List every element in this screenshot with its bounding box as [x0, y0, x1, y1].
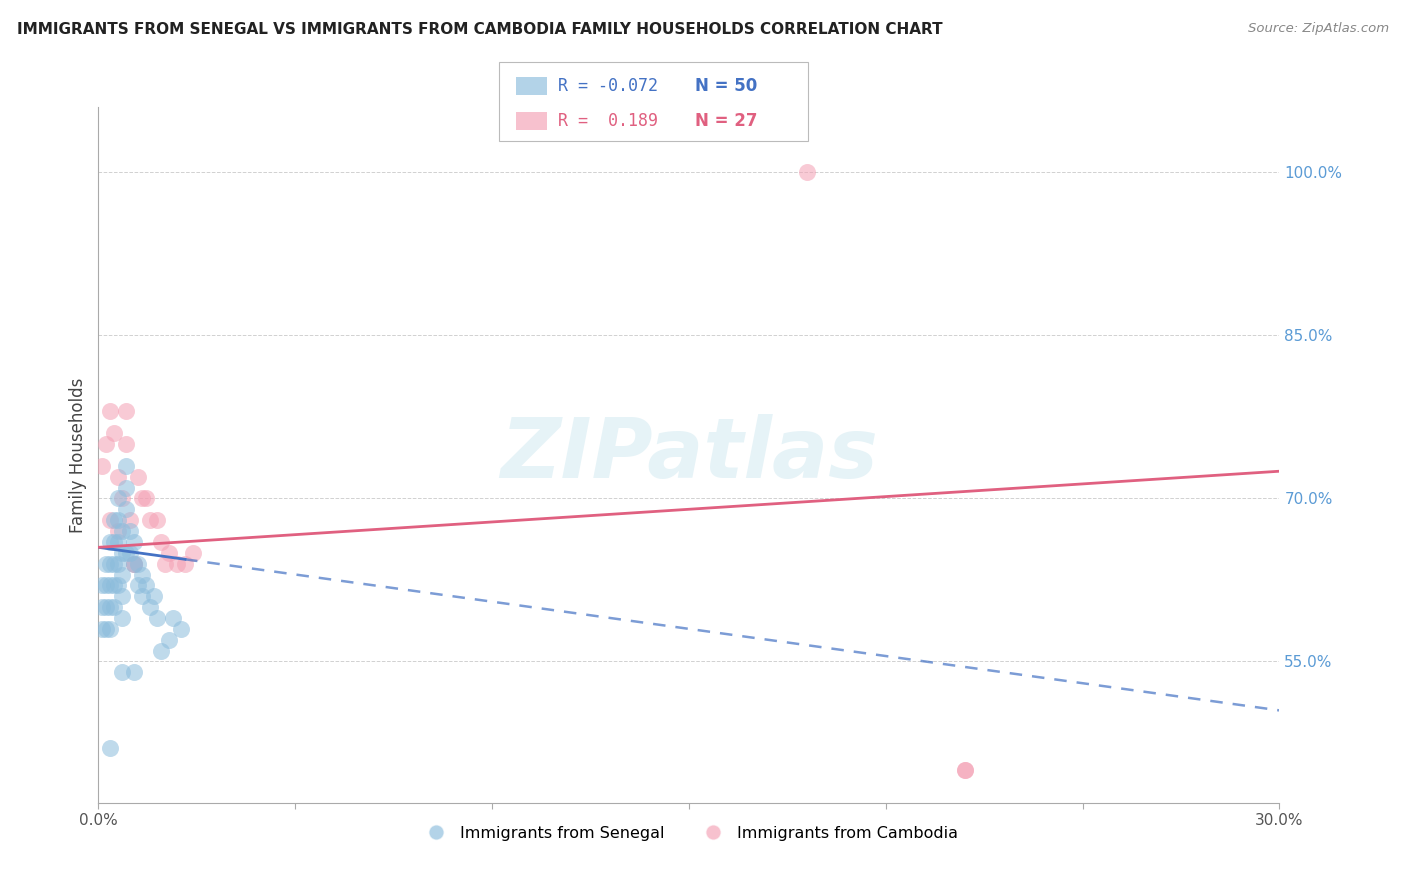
Point: [150, 643, 173, 657]
Point: [98, 622, 121, 636]
Point: [127, 578, 149, 592]
Point: [796, 165, 818, 179]
Point: [118, 513, 141, 527]
Point: [142, 589, 165, 603]
Point: [103, 513, 125, 527]
Point: [150, 534, 173, 549]
Point: [953, 763, 976, 777]
Point: [111, 589, 134, 603]
Point: [111, 665, 134, 680]
Point: [166, 557, 188, 571]
Point: [155, 557, 177, 571]
Legend: Immigrants from Senegal, Immigrants from Cambodia: Immigrants from Senegal, Immigrants from…: [413, 819, 965, 847]
Point: [96, 557, 118, 571]
Point: [96, 622, 118, 636]
Point: [115, 458, 138, 473]
Point: [115, 437, 138, 451]
Point: [96, 578, 118, 592]
Point: [122, 665, 145, 680]
Y-axis label: Family Households: Family Households: [69, 377, 87, 533]
Point: [146, 611, 169, 625]
Point: [138, 600, 160, 615]
Point: [98, 534, 121, 549]
Point: [118, 524, 141, 538]
Point: [91, 622, 114, 636]
Point: [98, 404, 121, 418]
Point: [111, 524, 134, 538]
Point: [122, 534, 145, 549]
Point: [174, 557, 197, 571]
Point: [111, 567, 134, 582]
Point: [135, 578, 157, 592]
Point: [91, 578, 114, 592]
Point: [115, 546, 138, 560]
Point: [103, 600, 125, 615]
Text: R =  0.189: R = 0.189: [558, 112, 658, 130]
Point: [91, 458, 114, 473]
Point: [98, 578, 121, 592]
Point: [98, 741, 121, 756]
Point: [157, 546, 180, 560]
Point: [111, 491, 134, 506]
Point: [122, 557, 145, 571]
Point: [138, 513, 160, 527]
Point: [131, 491, 153, 506]
Text: R = -0.072: R = -0.072: [558, 77, 658, 95]
Point: [127, 469, 149, 483]
Point: [111, 611, 134, 625]
Point: [122, 557, 145, 571]
Point: [103, 557, 125, 571]
Point: [131, 589, 153, 603]
Point: [127, 557, 149, 571]
Point: [115, 481, 138, 495]
Text: N = 27: N = 27: [695, 112, 756, 130]
Point: [107, 491, 129, 506]
Text: ZIPatlas: ZIPatlas: [501, 415, 877, 495]
Point: [107, 469, 129, 483]
Text: N = 50: N = 50: [695, 77, 756, 95]
Point: [107, 534, 129, 549]
Point: [115, 404, 138, 418]
Point: [103, 578, 125, 592]
Point: [115, 502, 138, 516]
Point: [111, 546, 134, 560]
Text: Source: ZipAtlas.com: Source: ZipAtlas.com: [1249, 22, 1389, 36]
Point: [131, 567, 153, 582]
Point: [107, 513, 129, 527]
Point: [162, 611, 184, 625]
Point: [98, 600, 121, 615]
Point: [96, 600, 118, 615]
Point: [107, 578, 129, 592]
Point: [96, 437, 118, 451]
Point: [103, 426, 125, 441]
Point: [103, 534, 125, 549]
Text: IMMIGRANTS FROM SENEGAL VS IMMIGRANTS FROM CAMBODIA FAMILY HOUSEHOLDS CORRELATIO: IMMIGRANTS FROM SENEGAL VS IMMIGRANTS FR…: [17, 22, 942, 37]
Point: [135, 491, 157, 506]
Point: [98, 513, 121, 527]
Point: [146, 513, 169, 527]
Point: [107, 557, 129, 571]
Point: [107, 524, 129, 538]
Point: [118, 546, 141, 560]
Point: [98, 557, 121, 571]
Point: [170, 622, 193, 636]
Point: [181, 546, 204, 560]
Point: [953, 763, 976, 777]
Point: [122, 557, 145, 571]
Point: [91, 600, 114, 615]
Point: [157, 632, 180, 647]
